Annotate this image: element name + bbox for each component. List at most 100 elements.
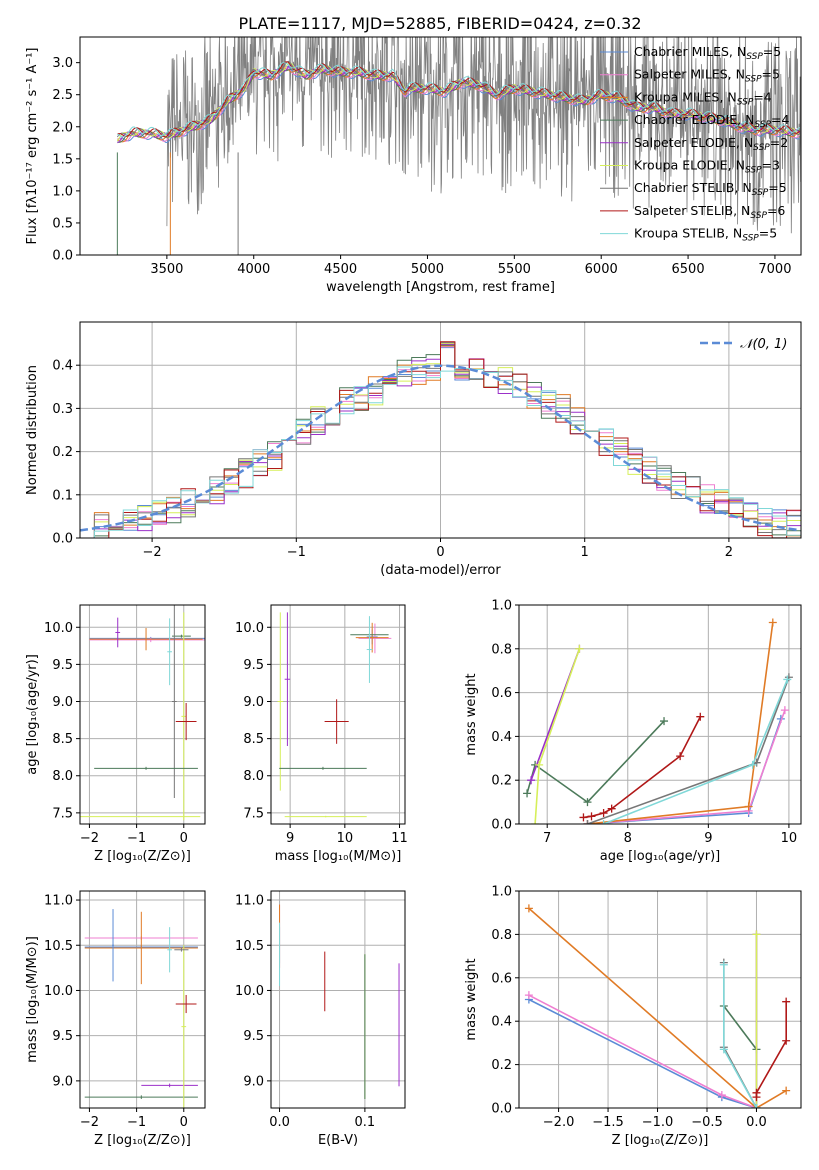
legend-label-sub: SSP (750, 211, 767, 221)
legend-label-value: =5 (759, 226, 777, 241)
x-tick-label: −2 (80, 831, 99, 846)
y-axis-label: Flux [fλ10⁻¹⁷ erg cm⁻² s⁻¹ A⁻¹] (25, 48, 40, 245)
x-axis-label: mass [log₁₀(M/M⊙)] (275, 849, 402, 864)
panel-mass_vs_Z: −2 −1 0 9.0 9.5 10.0 10.5 11.0 Z [log₁₀(Z/Z⊙)] ma… (25, 890, 206, 1148)
y-tick-label: 0.8 (491, 642, 512, 657)
y-tick-label: 0.2 (491, 1058, 512, 1073)
x-tick-label: 11 (391, 831, 408, 846)
x-axis-label: Z [log₁₀(Z/Z⊙)] (612, 1133, 709, 1148)
y-tick-label: 8.5 (243, 732, 264, 747)
y-tick-label: 8.5 (52, 732, 73, 747)
y-tick-label: 1.5 (52, 152, 73, 167)
weight-marker (719, 1045, 728, 1054)
weight-marker (783, 675, 792, 684)
y-tick-label: 1.0 (491, 885, 512, 900)
y-tick-label: 0.6 (491, 686, 512, 701)
y-tick-label: 1.0 (52, 184, 73, 199)
legend-label: 𝒩(0, 1) (740, 337, 787, 352)
weight-line-c9 (603, 679, 789, 824)
weight-marker (780, 706, 789, 715)
x-tick-label: 10 (337, 831, 354, 846)
weight-line-c3 (528, 907, 787, 1108)
y-tick-label: 10.5 (235, 939, 264, 954)
plot-area (84, 909, 198, 1108)
y-tick-label: 0.2 (491, 774, 512, 789)
legend-label: Salpeter MILES, NSSP=5 (634, 67, 780, 85)
x-axis-label: Z [log₁₀(Z/Z⊙)] (94, 1133, 191, 1148)
panel-age_vs_mass: 9 10 11 7.5 8.0 8.5 9.0 9.5 10.0 mass [log₁₀(M/M⊙… (235, 604, 408, 864)
weight-marker (583, 798, 592, 807)
legend-label-sub: SSP (754, 120, 771, 130)
legend-label-value: =4 (771, 112, 789, 127)
weight-marker (782, 1036, 791, 1045)
weight-line-c9 (723, 964, 758, 1108)
x-axis-label: (data-model)/error (380, 563, 501, 578)
legend-label-value: =5 (763, 44, 781, 59)
weight-marker (579, 813, 588, 822)
y-tick-label: 8.0 (243, 769, 264, 784)
x-tick-label: 3500 (150, 262, 183, 277)
legend-label: Chabrier MILES, NSSP=5 (634, 44, 781, 62)
panel-residuals: −2 −1 0 1 2 0.0 0.1 0.2 0.3 0.4 (data-model)/error… (25, 321, 802, 578)
x-tick-label: −1 (127, 1115, 146, 1130)
plot-area (523, 618, 793, 824)
weight-marker (744, 802, 753, 811)
x-tick-label: −1.0 (642, 1115, 674, 1130)
legend-label: Salpeter STELIB, NSSP=6 (634, 203, 785, 221)
y-axis-label: mass weight (464, 958, 479, 1040)
weight-marker (524, 904, 533, 913)
panel-spectrum: 3500 4000 4500 5000 5500 6000 6500 7000 0.0 0.5 1.… (25, 36, 802, 295)
y-tick-label: 0.0 (491, 1102, 512, 1117)
weight-marker (696, 712, 705, 721)
spectrum-legend: Chabrier MILES, NSSP=5 Salpeter MILES, NS… (600, 44, 789, 244)
x-tick-label: 9 (704, 831, 712, 846)
x-tick-label: 0 (436, 545, 444, 560)
x-tick-label: −1.5 (592, 1115, 624, 1130)
weight-marker (583, 820, 592, 824)
x-tick-label: −1 (287, 545, 306, 560)
weight-marker (676, 752, 685, 761)
x-tick-label: 6000 (585, 262, 618, 277)
y-tick-label: 2.0 (52, 120, 73, 135)
axes-frame (79, 321, 802, 539)
plot-area (524, 904, 791, 1108)
weight-marker (782, 1086, 791, 1095)
y-tick-label: 0.3 (52, 402, 73, 417)
weight-marker (660, 717, 669, 726)
y-tick-label: 9.0 (52, 1074, 73, 1089)
legend-label: Salpeter ELODIE, NSSP=2 (634, 135, 788, 153)
x-tick-label: −2 (80, 1115, 99, 1130)
legend-label-sub: SSP (753, 143, 770, 153)
weight-marker (752, 1104, 761, 1108)
weight-marker (535, 760, 544, 769)
weight-line-c8 (583, 716, 702, 819)
normal-curve (80, 364, 801, 532)
y-axis-label: mass weight (464, 673, 479, 755)
legend-label-n: N (737, 44, 746, 59)
axes-frame (79, 36, 802, 256)
x-tick-label: 4500 (324, 262, 357, 277)
x-axis-label: E(B-V) (318, 1133, 358, 1148)
legend-label-sub: SSP (737, 97, 754, 107)
legend-label-n: N (742, 180, 751, 195)
x-tick-label: −2 (143, 545, 162, 560)
y-tick-label: 10.0 (235, 621, 264, 636)
y-tick-label: 0.4 (491, 1015, 512, 1030)
y-tick-label: 9.5 (243, 658, 264, 673)
x-tick-label: 0.0 (746, 1115, 767, 1130)
weight-marker (607, 804, 616, 813)
y-tick-label: 0.4 (491, 730, 512, 745)
axes-frame (270, 890, 406, 1109)
panel-mass_vs_EBV: 0.0 0.1 9.0 9.5 10.0 10.5 11.0 E(B-V) (235, 890, 406, 1148)
legend-label-value: =4 (753, 89, 771, 104)
x-tick-label: 7 (543, 831, 551, 846)
y-tick-label: 10.0 (44, 984, 73, 999)
legend-label: Chabrier ELODIE, NSSP=4 (634, 112, 789, 130)
y-tick-label: 9.5 (52, 658, 73, 673)
legend-label-n: N (727, 89, 736, 104)
y-tick-label: 9.5 (243, 1029, 264, 1044)
x-axis-label: wavelength [Angstrom, rest frame] (326, 280, 555, 295)
weight-line-c2 (587, 709, 786, 824)
weight-marker (587, 812, 596, 821)
x-tick-label: 0 (180, 831, 188, 846)
